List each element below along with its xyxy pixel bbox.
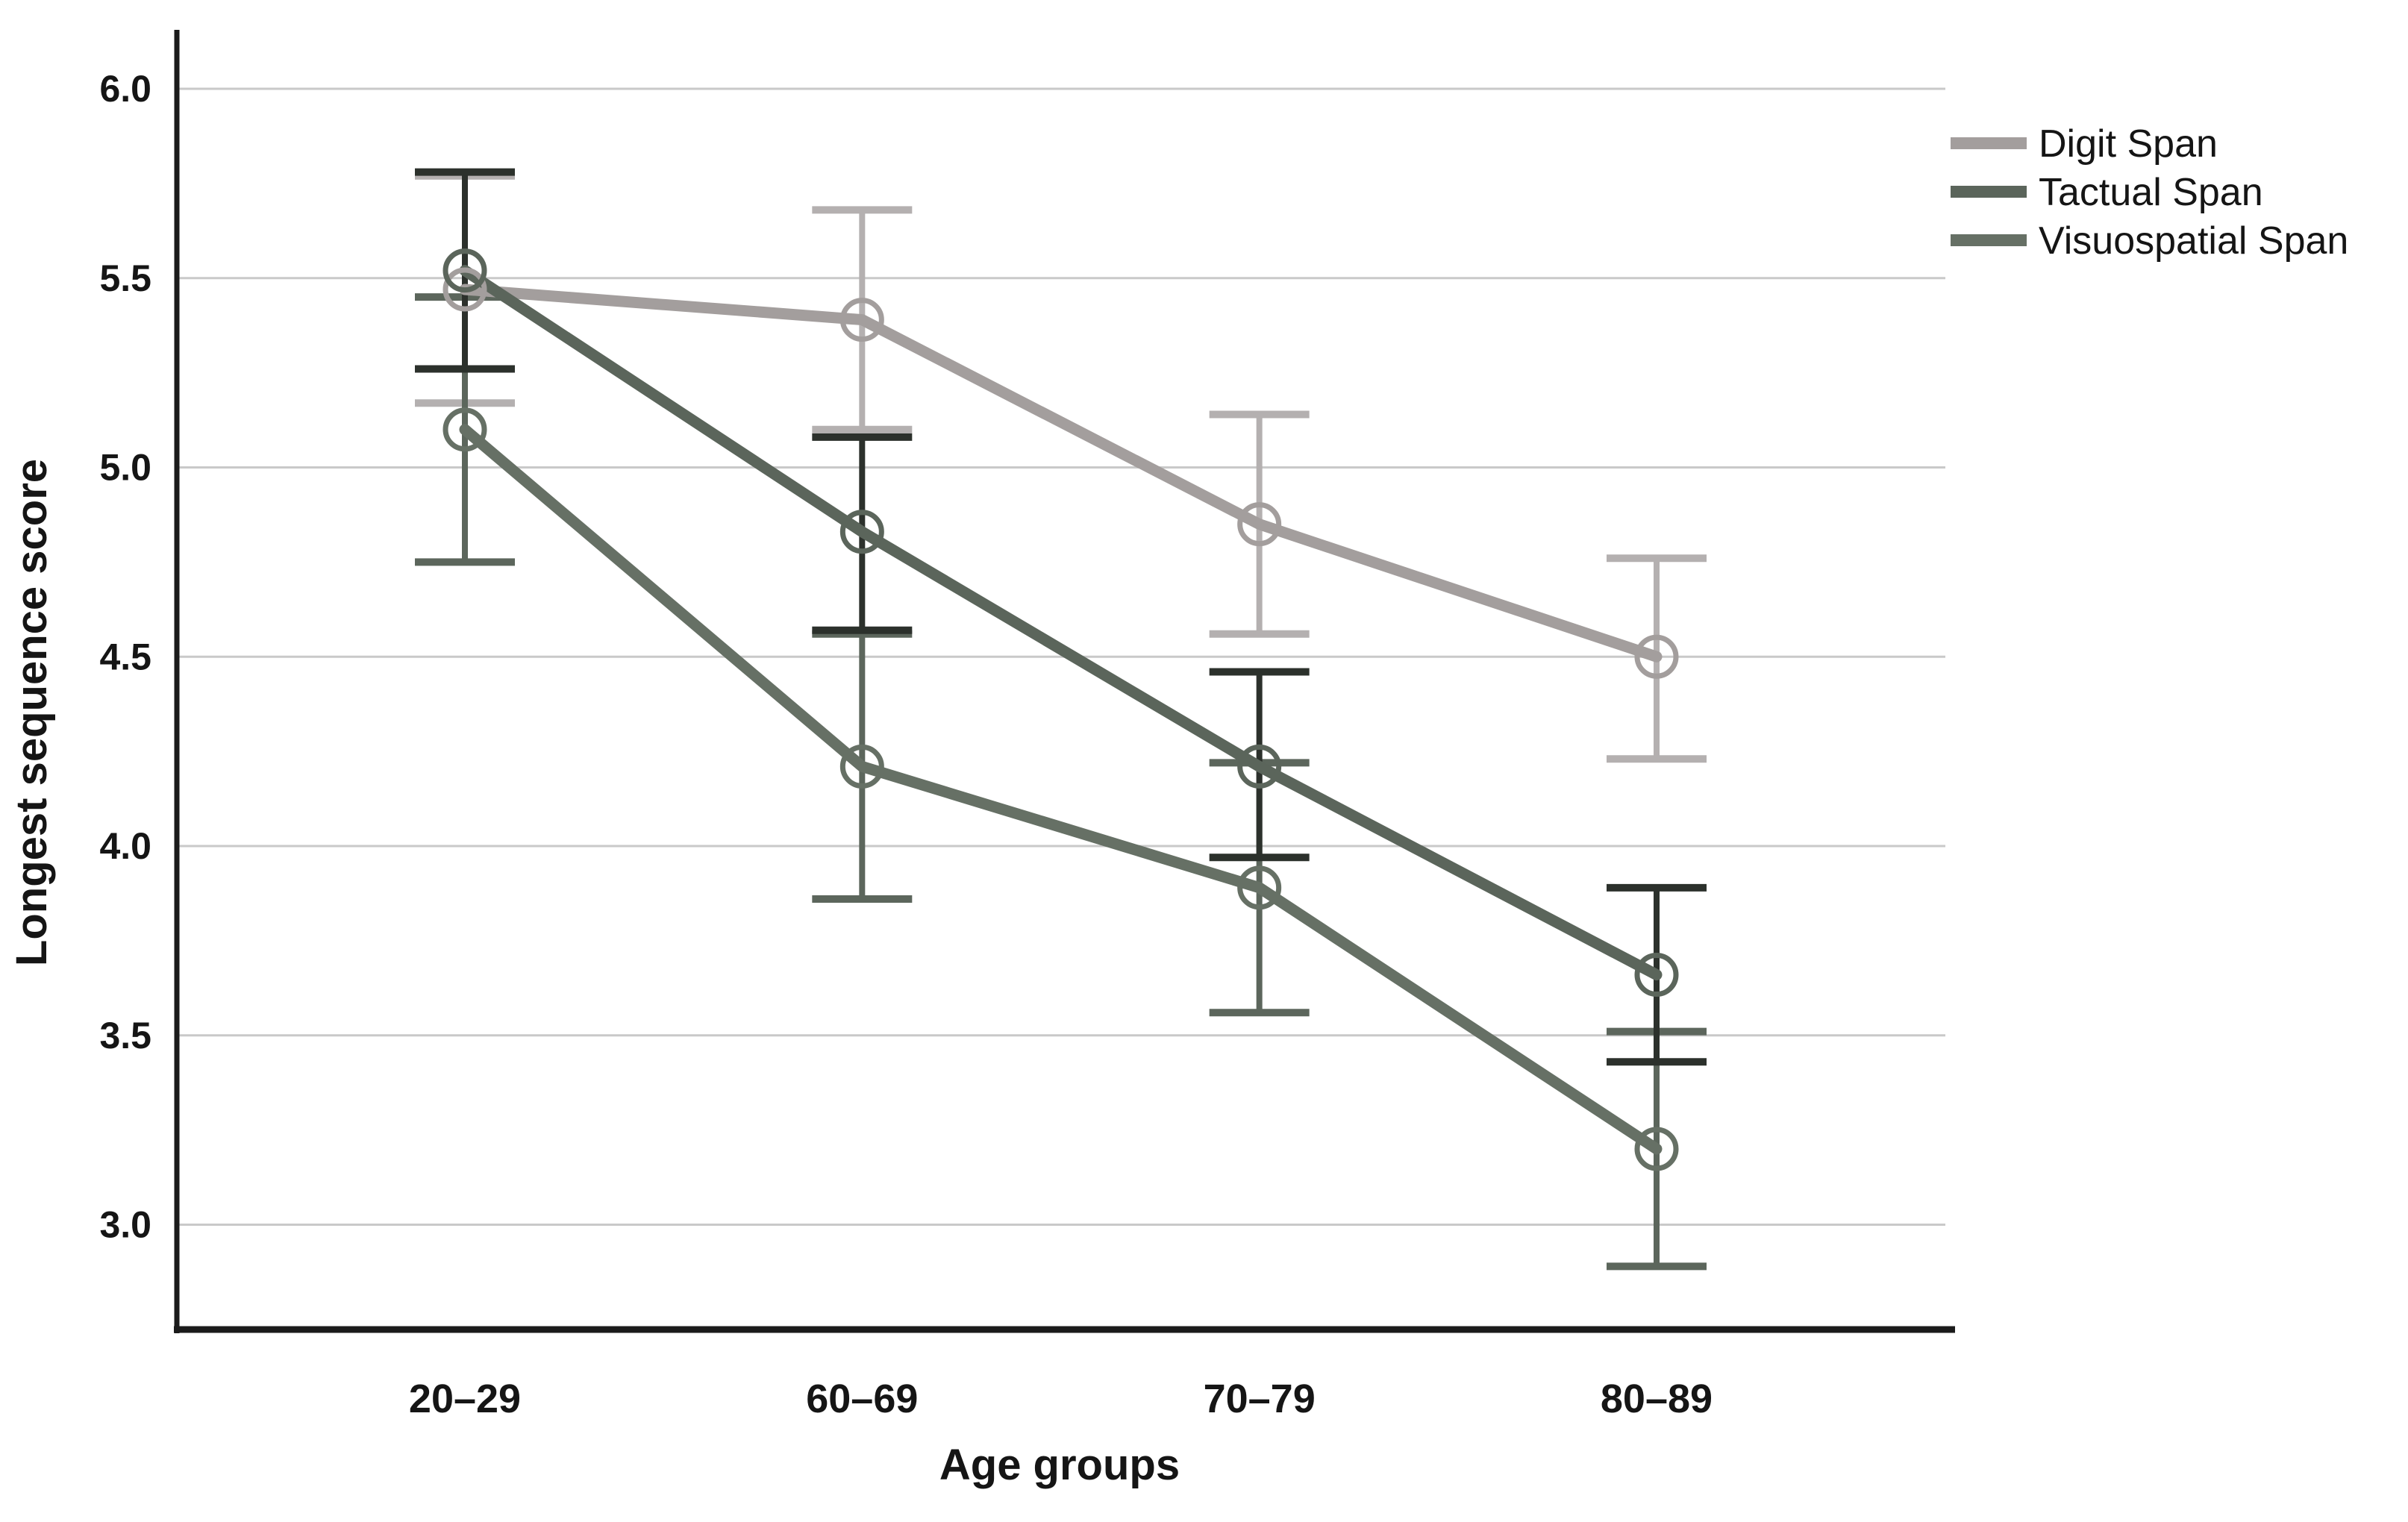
data-point-visuospatial-span	[442, 407, 487, 452]
legend-item-visuospatial-span: Visuospatial Span	[1951, 219, 2348, 263]
data-point-digit-span	[839, 298, 884, 342]
series-line-visuospatial-span	[459, 424, 1663, 1155]
data-point-visuospatial-span	[1634, 1127, 1679, 1171]
data-point-visuospatial-span	[1237, 865, 1282, 910]
data-point-tactual-span	[839, 510, 884, 554]
legend-label-visuospatial-span: Visuospatial Span	[2039, 219, 2348, 263]
data-point-digit-span	[442, 267, 487, 312]
x-tick-label: 80–89	[1601, 1377, 1713, 1421]
data-point-visuospatial-span	[839, 744, 884, 789]
x-tick-label: 70–79	[1204, 1377, 1316, 1421]
data-point-digit-span	[1634, 634, 1679, 679]
gridlines	[177, 87, 1945, 1226]
series-lines	[459, 265, 1663, 1155]
y-axis-title: Longest sequence score	[7, 459, 56, 966]
data-point-tactual-span	[1237, 744, 1282, 789]
axes	[174, 30, 1955, 1333]
data-point-digit-span	[1237, 502, 1282, 547]
y-axis-tick-labels: 6.0 5.5 5.0 4.5 4.0 3.5 3.0	[99, 68, 151, 1246]
legend-label-digit-span: Digit Span	[2039, 122, 2218, 166]
series-line-digit-span	[459, 284, 1663, 663]
y-tick-label: 3.5	[99, 1015, 151, 1056]
error-bars	[415, 168, 1707, 1271]
y-tick-label: 4.5	[99, 636, 151, 677]
y-tick-label: 5.5	[99, 257, 151, 299]
x-axis-tick-labels: 20–29 60–69 70–79 80–89	[409, 1377, 1713, 1421]
y-tick-label: 3.0	[99, 1204, 151, 1246]
legend-item-tactual-span: Tactual Span	[1951, 171, 2263, 214]
series-markers	[442, 248, 1679, 1171]
series-line-tactual-span	[459, 265, 1663, 981]
legend: Digit Span Tactual Span Visuospatial Span	[1951, 122, 2348, 263]
data-point-tactual-span	[1634, 953, 1679, 998]
x-axis-title: Age groups	[939, 1441, 1180, 1489]
y-tick-label: 5.0	[99, 447, 151, 489]
y-tick-label: 4.0	[99, 825, 151, 867]
x-tick-label: 60–69	[806, 1377, 918, 1421]
legend-item-digit-span: Digit Span	[1951, 122, 2218, 166]
x-tick-label: 20–29	[409, 1377, 521, 1421]
data-point-tactual-span	[442, 248, 487, 293]
y-tick-label: 6.0	[99, 68, 151, 110]
legend-label-tactual-span: Tactual Span	[2039, 171, 2263, 214]
